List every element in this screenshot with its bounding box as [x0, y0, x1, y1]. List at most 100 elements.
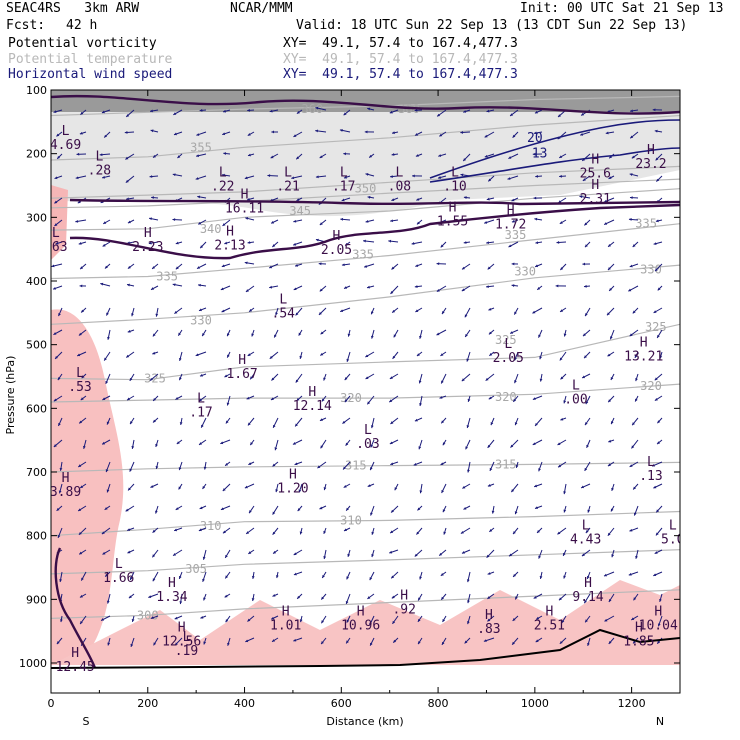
- pv-marker-value: .53: [68, 380, 91, 395]
- wind-vector-head: [418, 641, 421, 645]
- theta-contour-line: [51, 223, 680, 280]
- wind-vector-head: [51, 264, 55, 268]
- wind-vector-head: [345, 442, 349, 446]
- wind-vector-head: [271, 377, 275, 381]
- wind-vector-head: [293, 219, 297, 223]
- wind-vector-head: [293, 572, 297, 576]
- wind-vector-head: [222, 530, 226, 534]
- pv-marker-symbol: H: [591, 153, 599, 168]
- wind-vector-head: [582, 333, 586, 337]
- tropopause-upper-contour: [51, 94, 680, 115]
- wind-vector-head: [629, 196, 633, 200]
- wind-vector-head: [347, 333, 351, 337]
- wind-vector-head: [247, 197, 250, 201]
- wind-vector-head: [441, 596, 445, 600]
- wind-vector-head: [203, 641, 207, 645]
- wind-vector-head: [220, 507, 224, 511]
- wind-vector-head: [198, 221, 202, 225]
- wind-vector-head: [59, 579, 63, 582]
- pv-marker-symbol: L: [197, 391, 205, 406]
- wind-vector-head: [657, 623, 661, 627]
- pv-marker-symbol: L: [364, 423, 372, 438]
- wind-vector-head: [295, 264, 299, 267]
- wind-vector-head: [107, 642, 111, 646]
- wind-vector-head: [439, 552, 443, 556]
- wind-vector-head: [272, 463, 276, 467]
- wind-vector-head: [486, 241, 489, 245]
- wind-vector-head: [244, 485, 248, 489]
- wind-vector-head: [391, 575, 395, 579]
- wind-vector-head: [509, 553, 513, 557]
- wind-vector-head: [249, 308, 253, 312]
- wind-vector-head: [486, 554, 490, 558]
- wind-vector-head: [584, 222, 588, 226]
- wind-vector-head: [244, 176, 248, 180]
- org-label: NCAR/MMM: [230, 1, 293, 16]
- wind-vector-head: [535, 639, 539, 643]
- wind-vector-head: [318, 262, 322, 266]
- wind-vector-head: [460, 130, 464, 134]
- pv-marker-symbol: H: [584, 576, 592, 591]
- wind-vector-head: [172, 283, 176, 287]
- wind-vector-head: [389, 376, 393, 379]
- wind-vector-head: [416, 353, 420, 357]
- wind-vector-head: [369, 154, 373, 158]
- wind-vector-head: [608, 439, 612, 443]
- wind-vector-head: [461, 378, 465, 382]
- wind-vector-head: [610, 336, 613, 340]
- wind-vector-head: [659, 355, 663, 359]
- wind-vector-head: [273, 424, 276, 428]
- wind-vector-head: [586, 575, 590, 579]
- wind-vector-head: [81, 309, 85, 313]
- wind-vector-head: [655, 219, 659, 223]
- theta-contour-label: 310: [340, 513, 362, 527]
- wind-vector-head: [247, 422, 251, 426]
- wind-vector-head: [343, 152, 347, 156]
- wind-vector-head: [221, 264, 225, 268]
- wind-vector-head: [179, 377, 182, 381]
- wind-vector-head: [389, 399, 393, 403]
- wind-vector-head: [630, 135, 634, 139]
- wind-vector-head: [391, 198, 395, 201]
- wind-vector-head: [197, 266, 201, 269]
- wind-vector-head: [81, 577, 84, 581]
- wind-vector-head: [559, 357, 563, 361]
- wind-vector-head: [632, 244, 636, 247]
- wind-vector-head: [389, 110, 393, 114]
- wind-vector-head: [537, 530, 540, 533]
- wind-vector-head: [103, 221, 107, 224]
- wind-vector-head: [487, 444, 491, 448]
- wind-vector-head: [464, 314, 468, 318]
- wind-vector-head: [150, 485, 154, 488]
- x-tick-label: 0: [48, 697, 55, 710]
- wind-vector-head: [369, 577, 373, 581]
- wind-vector-head: [79, 551, 83, 555]
- pv-marker-value: 2.05: [321, 243, 352, 258]
- wind-vector-head: [178, 357, 182, 361]
- wind-vector-head: [203, 466, 207, 470]
- wind-vector-head: [199, 373, 203, 377]
- wind-vector-head: [346, 507, 349, 511]
- wind-vector-head: [78, 531, 82, 535]
- stratosphere-shading: [51, 90, 680, 112]
- wind-vector-head: [633, 512, 637, 516]
- wind-vector-head: [155, 444, 158, 447]
- wind-vector-head: [127, 528, 131, 531]
- legend-theta-name: Potential temperature: [8, 52, 173, 67]
- wind-vector-head: [251, 598, 255, 601]
- pv-marker-value: .21: [276, 179, 299, 194]
- wind-vector-head: [441, 420, 445, 424]
- wind-vector-head: [274, 447, 278, 451]
- wind-vector-head: [221, 309, 225, 313]
- wind-vector-head: [606, 312, 610, 316]
- x-tick-label: 1200: [618, 697, 646, 710]
- wind-vector-head: [657, 441, 661, 445]
- wind-vector-head: [390, 421, 394, 424]
- wind-vector-head: [657, 640, 661, 644]
- model-title: SEAC4RS 3km ARW: [6, 1, 140, 16]
- wind-vector-head: [174, 528, 178, 532]
- wind-vector-head: [155, 466, 159, 469]
- wind-vector-head: [657, 420, 661, 424]
- wind-vector-head: [604, 573, 607, 577]
- wind-vector-head: [55, 355, 58, 359]
